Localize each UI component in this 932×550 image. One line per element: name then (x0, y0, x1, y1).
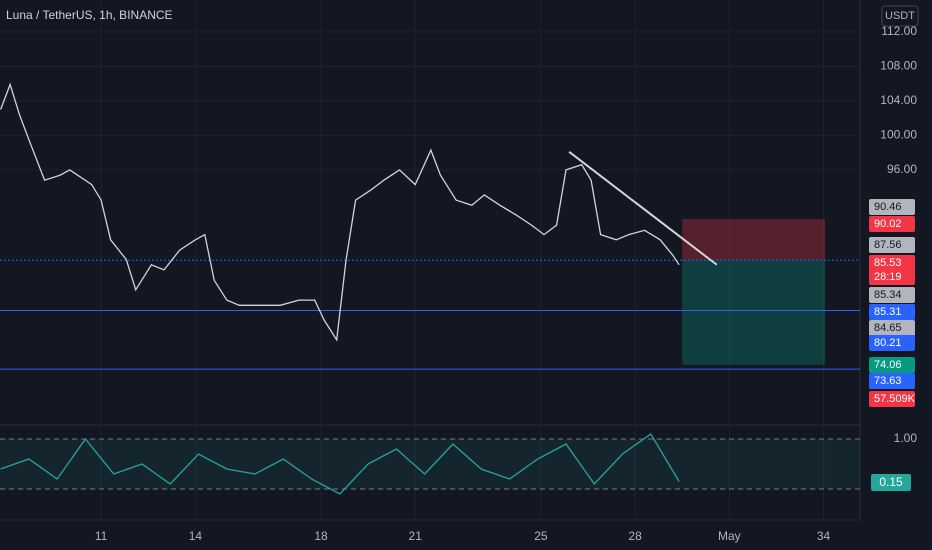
currency[interactable]: USDT (885, 10, 915, 22)
price-tag: 57.509K (874, 393, 916, 405)
price-tag: 90.02 (874, 218, 902, 230)
price-tag-bg (869, 255, 915, 271)
x-tick-label: 28 (628, 529, 642, 543)
trendline (568, 150, 718, 266)
price-tag-bg (869, 373, 915, 389)
x-tick-label: 21 (409, 529, 423, 543)
price-tag-bg (869, 287, 915, 303)
y-tick-label: 1.00 (894, 431, 918, 445)
chart-title: Luna / TetherUS, 1h, BINANCE (6, 8, 173, 22)
oscillator-tag: 0.15 (879, 475, 903, 489)
x-tick-label: May (718, 529, 741, 543)
price-tag: 74.06 (874, 359, 902, 371)
price-tag-bg (869, 237, 915, 253)
y-tick-label: 96.00 (887, 162, 917, 176)
x-tick-label: 34 (817, 529, 831, 543)
x-tick-label: 11 (95, 529, 108, 543)
price-tag-bg (869, 320, 915, 336)
price-tag: 87.56 (874, 239, 902, 251)
price-tag: 85.34 (874, 289, 902, 301)
series-line (0, 433, 680, 495)
x-tick-label: 18 (314, 529, 328, 543)
price-tag: 80.21 (874, 337, 902, 349)
series-line (0, 82, 680, 342)
x-tick-label: 14 (189, 529, 203, 543)
price-tag-bg (869, 391, 915, 407)
target-zone (682, 260, 826, 365)
price-tag-bg (869, 199, 915, 215)
price-tag: 73.63 (874, 375, 902, 387)
y-tick-label: 104.00 (880, 93, 917, 107)
price-tag-bg (869, 269, 915, 285)
oscillator-tag-bg (871, 474, 911, 491)
price-tag: 85.53 (874, 257, 902, 269)
price-tag: 28:19 (874, 271, 902, 283)
price-tag-bg (869, 304, 915, 320)
price-tag-bg (869, 357, 915, 373)
price-tag: 85.31 (874, 306, 902, 318)
price-tag: 90.46 (874, 201, 902, 213)
stop-zone (682, 219, 826, 261)
y-tick-label: 100.00 (880, 128, 917, 142)
price-tag-bg (869, 335, 915, 351)
oscillator-band (0, 439, 860, 489)
y-tick-label: 112.00 (881, 24, 917, 38)
x-tick-label: 25 (534, 529, 548, 543)
currency-button[interactable] (881, 5, 919, 27)
price-tag-bg (869, 216, 915, 232)
y-tick-label: 108.00 (880, 59, 917, 73)
price-tag: 84.65 (874, 322, 902, 334)
